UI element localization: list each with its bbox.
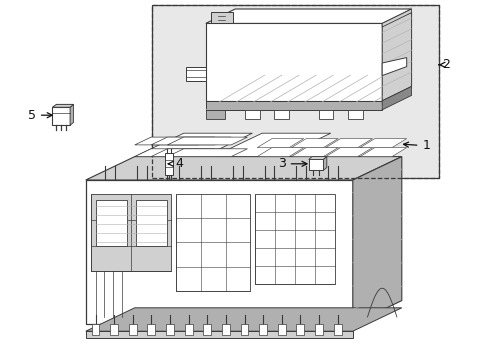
Polygon shape bbox=[292, 139, 338, 148]
Polygon shape bbox=[151, 149, 231, 157]
Polygon shape bbox=[382, 9, 412, 27]
Bar bbox=[129, 324, 137, 335]
Polygon shape bbox=[86, 331, 353, 338]
Polygon shape bbox=[206, 101, 382, 110]
Polygon shape bbox=[136, 200, 167, 246]
Text: 2: 2 bbox=[439, 58, 450, 71]
Polygon shape bbox=[326, 148, 372, 157]
Bar bbox=[259, 324, 267, 335]
Polygon shape bbox=[168, 149, 247, 157]
Polygon shape bbox=[206, 9, 412, 23]
Polygon shape bbox=[52, 107, 70, 125]
Polygon shape bbox=[292, 148, 338, 157]
Polygon shape bbox=[360, 139, 407, 148]
Polygon shape bbox=[326, 139, 372, 148]
Bar bbox=[92, 324, 99, 335]
Polygon shape bbox=[206, 23, 382, 101]
Polygon shape bbox=[86, 157, 402, 180]
Polygon shape bbox=[245, 110, 260, 119]
Bar bbox=[147, 324, 155, 335]
Polygon shape bbox=[86, 308, 402, 331]
Bar bbox=[222, 324, 230, 335]
Bar bbox=[166, 324, 174, 335]
Polygon shape bbox=[168, 137, 247, 145]
Polygon shape bbox=[318, 110, 333, 119]
Polygon shape bbox=[353, 157, 402, 324]
Polygon shape bbox=[86, 180, 353, 324]
Text: 1: 1 bbox=[404, 139, 430, 152]
Polygon shape bbox=[186, 67, 206, 81]
Bar bbox=[175, 194, 250, 291]
Bar bbox=[91, 194, 171, 271]
Polygon shape bbox=[52, 104, 74, 107]
Polygon shape bbox=[135, 133, 252, 157]
Bar bbox=[315, 324, 323, 335]
Polygon shape bbox=[382, 13, 412, 101]
Bar bbox=[296, 324, 304, 335]
Bar bbox=[203, 324, 211, 335]
Polygon shape bbox=[309, 157, 327, 159]
Polygon shape bbox=[211, 12, 233, 23]
Polygon shape bbox=[348, 110, 363, 119]
Polygon shape bbox=[135, 149, 215, 157]
Polygon shape bbox=[257, 139, 304, 148]
Polygon shape bbox=[206, 110, 225, 119]
Text: 4: 4 bbox=[168, 157, 183, 170]
Text: 3: 3 bbox=[278, 157, 307, 170]
Polygon shape bbox=[96, 200, 127, 246]
Polygon shape bbox=[309, 159, 323, 170]
Polygon shape bbox=[151, 137, 231, 145]
Polygon shape bbox=[323, 157, 327, 170]
Polygon shape bbox=[165, 153, 173, 175]
Polygon shape bbox=[213, 133, 331, 157]
Text: 5: 5 bbox=[28, 109, 52, 122]
Bar bbox=[278, 324, 286, 335]
Polygon shape bbox=[274, 110, 289, 119]
Polygon shape bbox=[135, 137, 215, 145]
Bar bbox=[334, 324, 342, 335]
Bar bbox=[152, 5, 439, 178]
Bar bbox=[241, 324, 248, 335]
Polygon shape bbox=[257, 148, 304, 157]
Polygon shape bbox=[360, 148, 407, 157]
Polygon shape bbox=[70, 104, 74, 125]
Bar bbox=[110, 324, 118, 335]
Bar bbox=[152, 5, 439, 178]
Polygon shape bbox=[382, 86, 412, 110]
Bar bbox=[185, 324, 193, 335]
Polygon shape bbox=[382, 58, 407, 76]
Bar bbox=[255, 194, 336, 284]
